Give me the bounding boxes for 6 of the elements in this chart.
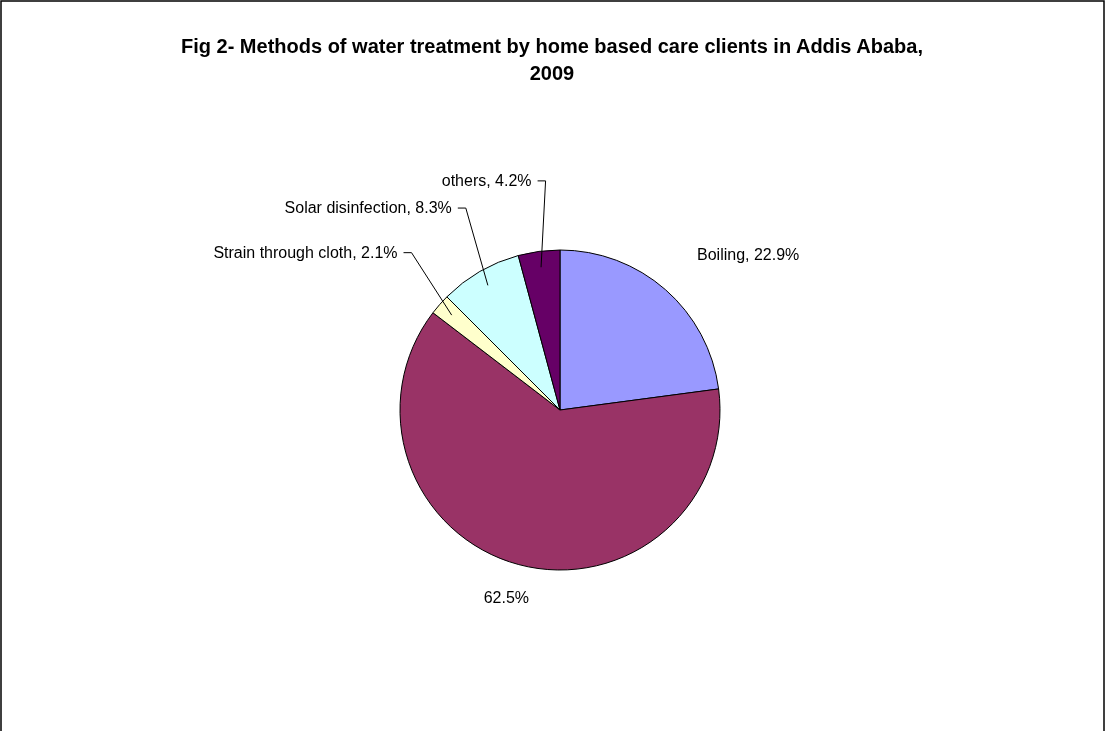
chart-title: Fig 2- Methods of water treatment by home based care clients in Addis Ababa, 2009: [180, 35, 924, 84]
data-label: 62.5%: [483, 589, 530, 607]
slice-label: Solar disinfection, 8.3%: [284, 199, 452, 217]
slice-label: Strain through cloth, 2.1%: [213, 243, 398, 261]
slice-label: others, 4.2%: [441, 171, 532, 189]
slice-label: Boiling, 22.9%: [697, 245, 800, 263]
